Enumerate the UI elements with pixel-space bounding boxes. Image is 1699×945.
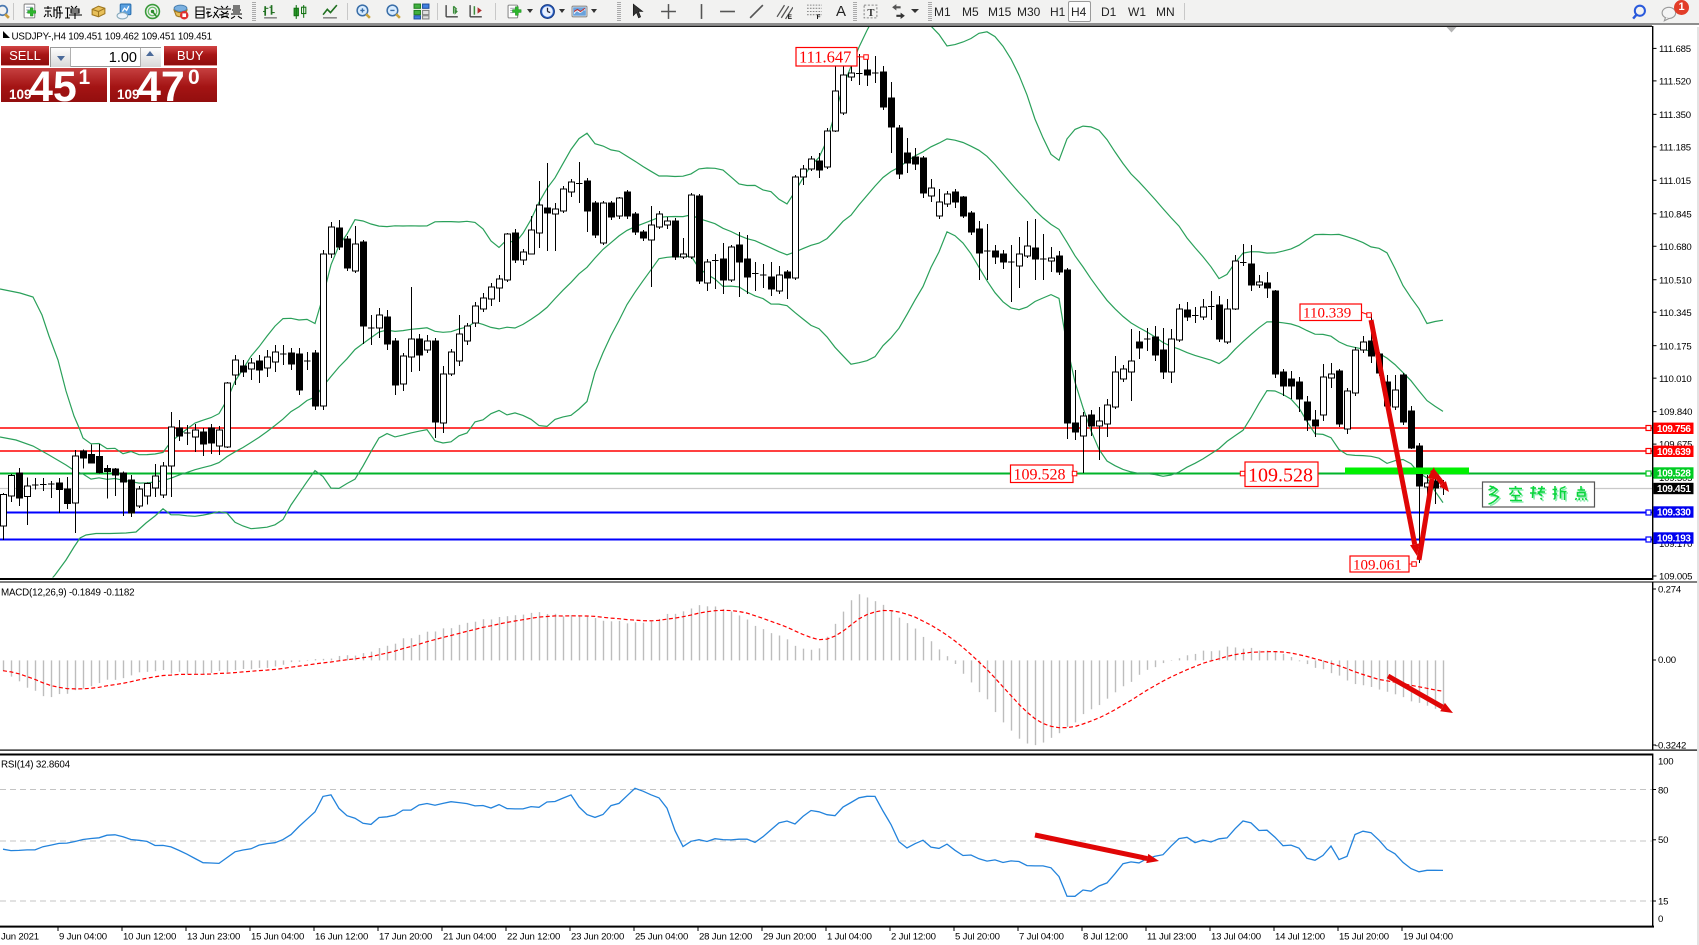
svg-text:109.330: 109.330 xyxy=(1657,508,1691,519)
svg-text:2 Jul 12:00: 2 Jul 12:00 xyxy=(891,932,936,943)
svg-text:109.193: 109.193 xyxy=(1657,534,1691,545)
svg-text:USDJPY-,H4 109.451 109.462 10: USDJPY-,H4 109.451 109.462 109.451 109.4… xyxy=(12,32,212,43)
svg-text:9 Jun 04:00: 9 Jun 04:00 xyxy=(59,932,107,943)
svg-text:111.015: 111.015 xyxy=(1659,176,1691,187)
svg-text:109.528: 109.528 xyxy=(1248,464,1313,486)
svg-text:80: 80 xyxy=(1658,785,1668,796)
svg-text:23 Jun 20:00: 23 Jun 20:00 xyxy=(571,932,624,943)
svg-text:50: 50 xyxy=(1658,835,1668,846)
svg-text:109.528: 109.528 xyxy=(1657,469,1691,480)
svg-text:7 Jul 04:00: 7 Jul 04:00 xyxy=(1019,932,1064,943)
svg-text:100: 100 xyxy=(1658,757,1673,768)
svg-text:8 Jul 12:00: 8 Jul 12:00 xyxy=(1083,932,1128,943)
svg-text:109.528: 109.528 xyxy=(1014,467,1066,484)
svg-text:28 Jun 12:00: 28 Jun 12:00 xyxy=(699,932,752,943)
svg-text:110.680: 110.680 xyxy=(1659,242,1692,253)
svg-text:13 Jul 04:00: 13 Jul 04:00 xyxy=(1211,932,1261,943)
svg-text:111.685: 111.685 xyxy=(1659,44,1691,55)
svg-text:25 Jun 04:00: 25 Jun 04:00 xyxy=(635,932,688,943)
svg-text:109.675: 109.675 xyxy=(1659,440,1692,451)
svg-text:109.756: 109.756 xyxy=(1657,424,1691,435)
svg-text:15: 15 xyxy=(1658,897,1668,908)
svg-text:29 Jun 20:00: 29 Jun 20:00 xyxy=(763,932,816,943)
svg-text:110.845: 110.845 xyxy=(1659,209,1692,220)
svg-text:109.170: 109.170 xyxy=(1659,539,1692,550)
svg-text:111.647: 111.647 xyxy=(799,48,851,67)
svg-text:15 Jun 04:00: 15 Jun 04:00 xyxy=(251,932,304,943)
svg-text:111.520: 111.520 xyxy=(1659,76,1691,87)
svg-text:111.350: 111.350 xyxy=(1659,110,1691,121)
svg-text:110.010: 110.010 xyxy=(1659,374,1692,385)
svg-text:14 Jul 12:00: 14 Jul 12:00 xyxy=(1275,932,1325,943)
svg-text:110.510: 110.510 xyxy=(1659,275,1692,286)
svg-text:109.840: 109.840 xyxy=(1659,407,1692,418)
svg-text:Jun 2021: Jun 2021 xyxy=(1,932,39,943)
svg-text:21 Jun 04:00: 21 Jun 04:00 xyxy=(443,932,496,943)
svg-text:16 Jun 12:00: 16 Jun 12:00 xyxy=(315,932,368,943)
svg-text:110.175: 110.175 xyxy=(1659,341,1692,352)
svg-text:111.185: 111.185 xyxy=(1659,142,1691,153)
svg-text:1 Jul 04:00: 1 Jul 04:00 xyxy=(827,932,872,943)
svg-text:17 Jun 20:00: 17 Jun 20:00 xyxy=(379,932,432,943)
svg-text:19 Jul 04:00: 19 Jul 04:00 xyxy=(1403,932,1453,943)
svg-text:110.339: 110.339 xyxy=(1303,306,1351,322)
svg-text:22 Jun 12:00: 22 Jun 12:00 xyxy=(507,932,560,943)
svg-text:0.274: 0.274 xyxy=(1658,585,1682,596)
svg-text:109.061: 109.061 xyxy=(1353,557,1402,573)
svg-text:RSI(14) 32.8604: RSI(14) 32.8604 xyxy=(1,760,71,771)
svg-text:13 Jun 23:00: 13 Jun 23:00 xyxy=(187,932,240,943)
svg-text:10 Jun 12:00: 10 Jun 12:00 xyxy=(123,932,176,943)
svg-text:11 Jul 23:00: 11 Jul 23:00 xyxy=(1147,932,1196,943)
svg-text:109.639: 109.639 xyxy=(1657,447,1691,458)
svg-text:F: F xyxy=(817,14,821,20)
svg-text:0.00: 0.00 xyxy=(1658,655,1676,666)
svg-text:5 Jul 20:00: 5 Jul 20:00 xyxy=(955,932,1000,943)
svg-text:110.345: 110.345 xyxy=(1659,308,1692,319)
svg-text:-0.3242: -0.3242 xyxy=(1655,741,1686,752)
svg-text:E: E xyxy=(788,14,792,20)
svg-text:T: T xyxy=(867,8,874,19)
svg-text:109.451: 109.451 xyxy=(1657,484,1691,495)
svg-text:MACD(12,26,9) -0.1849 -0.1182: MACD(12,26,9) -0.1849 -0.1182 xyxy=(1,588,134,599)
svg-text:0: 0 xyxy=(1658,914,1663,925)
svg-text:109.005: 109.005 xyxy=(1659,572,1692,583)
svg-text:15 Jul 20:00: 15 Jul 20:00 xyxy=(1339,932,1389,943)
